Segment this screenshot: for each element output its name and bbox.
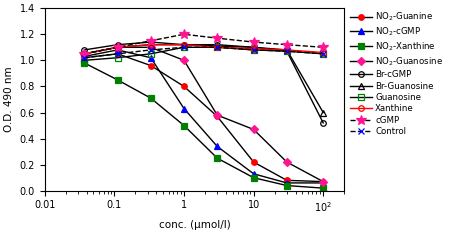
Y-axis label: O.D. 490 nm: O.D. 490 nm [4,67,14,132]
Legend: NO$_2$-Guanine, NO$_2$-cGMP, NO$_2$-Xanthine, NO$_2$-Guanosine, Br-cGMP, Br-Guan: NO$_2$-Guanine, NO$_2$-cGMP, NO$_2$-Xant… [348,9,445,138]
X-axis label: conc. (μmol/l): conc. (μmol/l) [158,220,230,230]
